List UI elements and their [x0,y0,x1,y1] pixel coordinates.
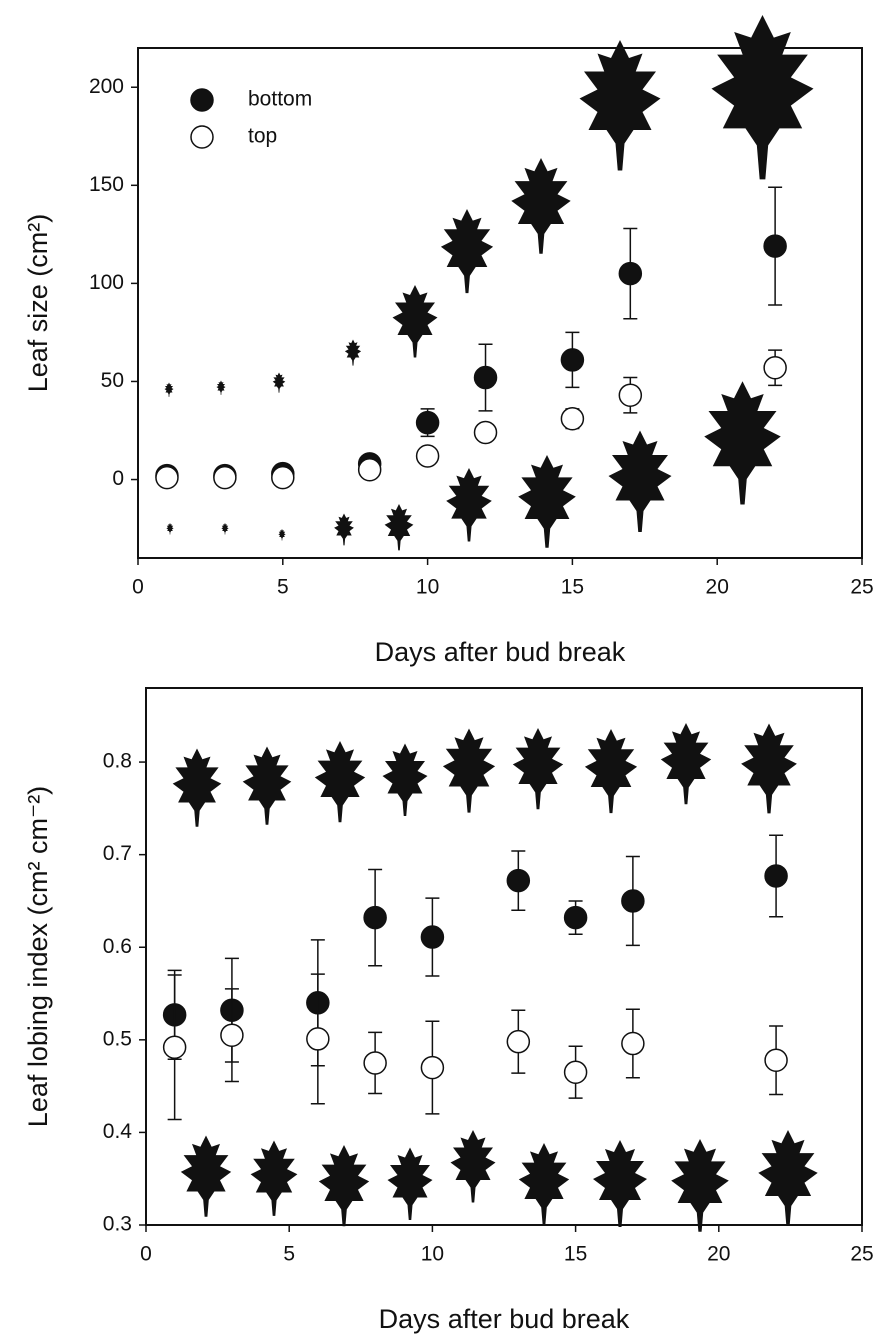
data-point [415,444,440,468]
y-tick-label: 0.5 [103,1027,132,1050]
data-point [271,465,295,490]
data-point [621,1031,645,1056]
y-tick-label: 150 [89,173,124,196]
data-point [506,1029,531,1054]
legend-label: bottom [248,88,312,111]
x-tick-label: 15 [561,576,584,599]
x-tick-label: 5 [283,1243,295,1266]
leaf-silhouettes [164,15,818,1232]
x-tick-label: 15 [564,1243,587,1266]
data-point [763,234,787,258]
data-point [357,457,382,482]
y-tick-label: 100 [89,271,124,294]
legend-label: top [248,125,277,148]
x-tick-label: 25 [850,576,873,599]
y-tick-label: 0.6 [103,935,132,958]
data-point [213,465,237,490]
data-point [563,905,588,930]
x-tick-label: 0 [132,576,144,599]
y-axis-label: Leaf size (cm²) [23,214,53,393]
data-point [506,868,531,893]
data-point [560,348,585,372]
data-point [473,420,498,445]
x-axis-label: Days after bud break [375,637,626,667]
x-tick-label: 10 [416,576,439,599]
y-tick-label: 0.3 [103,1213,132,1236]
x-tick-label: 0 [140,1243,152,1266]
data-point [563,1060,588,1084]
legend-marker [190,88,214,112]
x-tick-label: 25 [850,1243,873,1266]
y-tick-label: 0.4 [103,1120,133,1143]
y-tick-label: 0 [112,467,124,490]
data-point [420,1055,445,1080]
data-point [618,383,643,407]
plot-frame [137,47,863,559]
data-point [560,406,585,431]
plot-frame [145,687,863,1226]
y-axis-label: Leaf lobing index (cm² cm⁻²) [23,786,53,1127]
x-tick-label: 20 [707,1243,730,1266]
data-point [473,365,498,390]
data-point [415,410,440,435]
data-point [220,1023,244,1047]
data-point [162,1035,187,1059]
data-point [306,1027,330,1051]
data-point [764,1048,788,1072]
x-axis-label: Days after bud break [379,1304,630,1334]
data-point [420,925,445,949]
legend-marker [190,125,214,149]
y-tick-label: 50 [101,369,124,392]
data-point [763,355,787,380]
y-tick-label: 200 [89,75,124,98]
data-point [363,905,387,930]
y-tick-label: 0.7 [103,842,132,865]
data-point [764,864,788,888]
data-point [621,889,645,913]
data-point [618,261,643,286]
data-point [363,1051,387,1075]
x-tick-label: 10 [421,1243,444,1266]
y-tick-label: 0.8 [103,750,132,773]
data-point [155,465,179,490]
x-tick-label: 5 [277,576,289,599]
x-tick-label: 20 [706,576,729,599]
